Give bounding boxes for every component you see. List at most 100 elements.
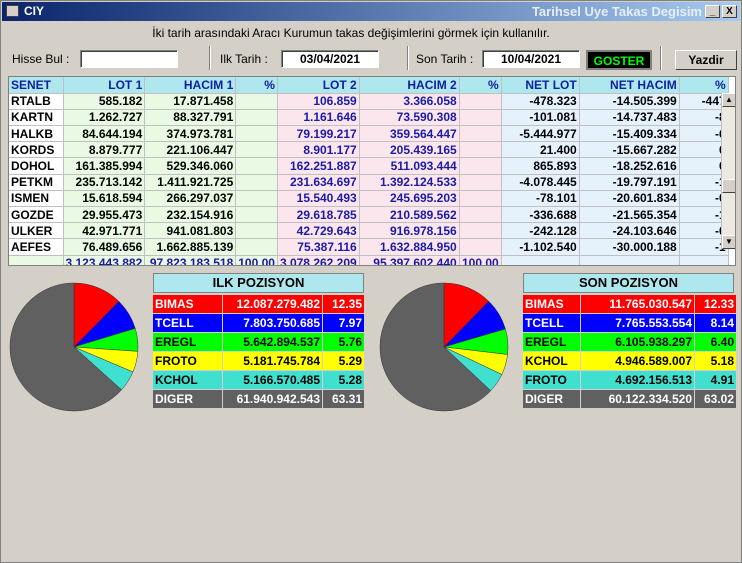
grid-cell: 8.901.177 [277,141,360,159]
legend-pct: 8.14 [694,313,737,333]
legend-code: KCHOL [522,351,581,371]
app-icon [6,5,19,17]
legend-pct: 5.18 [694,351,737,371]
grid-cell: ULKER [9,222,64,240]
grid-cell: 75.387.116 [277,238,360,256]
grid-cell: 245.695.203 [359,190,460,208]
grid-header-cell[interactable]: % [679,77,729,94]
grid-cell: 266.297.037 [144,190,237,208]
table-row[interactable]: AEFES 76.489.656 1.662.885.139 75.387.116 1.… [9,238,729,256]
hisse-search-input[interactable] [80,50,178,68]
son-tarih-field[interactable]: 10/04/2021 [482,50,580,68]
separator [407,46,409,70]
grid-cell: ISMEN [9,190,64,208]
table-row[interactable]: ISMEN 15.618.594 266.297.037 15.540.493 245.… [9,190,729,208]
grid-cell: 529.346.060 [144,157,237,175]
grid-cell: -15.667.282 [579,141,680,159]
grid-cell [459,157,502,175]
grid-header-cell[interactable]: % [235,77,278,94]
grid-cell [459,222,502,240]
grid-cell: -18.252.616 [579,157,680,175]
legend-code: EREGL [152,332,223,352]
grid-cell: 161.385.994 [63,157,146,175]
legend-value: 5.181.745.784 [222,351,323,371]
grid-cell: -0 [679,190,729,208]
ilk-pozisyon-title: ILK POZISYON [153,273,364,293]
table-row[interactable]: GOZDE 29.955.473 232.154.916 29.618.785 210.… [9,206,729,224]
grid-cell: 21.400 [501,141,580,159]
grid-cell: 42.729.643 [277,222,360,240]
grid-cell: 29.955.473 [63,206,146,224]
yazdir-button[interactable]: Yazdir [675,50,737,70]
ilk-tarih-field[interactable]: 03/04/2021 [281,50,379,68]
grid-cell: 15.618.594 [63,190,146,208]
grid-header-row: SENET LOT 1 HACIM 1% LOT 2 HACIM 2% NET LOT NE… [9,77,729,94]
grid-cell [235,157,278,175]
legend-value: 7.765.553.554 [580,313,695,333]
son-pozisyon-table: BIMAS 11.765.030.547 12.33 TCELL 7.765.553.5… [522,294,737,409]
grid-cell: 1.662.885.139 [144,238,237,256]
table-row[interactable]: KARTN 1.262.727 88.327.791 1.161.646 73.590.… [9,109,729,127]
grid-cell: 1.161.646 [277,109,360,127]
scroll-down-icon[interactable]: ▼ [722,235,735,249]
grid-header-cell[interactable]: HACIM 2 [359,77,460,94]
minimize-button[interactable]: _ [705,5,720,18]
grid-cell: -78.101 [501,190,580,208]
total-cell [679,255,729,265]
grid-cell: -24.103.646 [579,222,680,240]
grid-cell: -447 [679,93,729,110]
hisse-label: Hisse Bul : [12,52,70,66]
scroll-thumb[interactable] [722,179,735,193]
grid-cell [235,238,278,256]
grid-cell: -336.688 [501,206,580,224]
close-button[interactable]: X [722,5,737,18]
grid-cell: 585.182 [63,93,146,110]
legend-code: BIMAS [152,294,223,314]
table-row[interactable]: DOHOL 161.385.994 529.346.060 162.251.887 51… [9,157,729,175]
grid-cell: 42.971.771 [63,222,146,240]
takas-grid[interactable]: SENET LOT 1 HACIM 1% LOT 2 HACIM 2% NET LOT NE… [8,76,736,266]
grid-cell: 231.634.697 [277,174,360,191]
grid-cell: -6 [679,125,729,143]
table-row[interactable]: RTALB 585.182 17.871.458 106.859 3.366.058 -4… [9,93,729,110]
grid-header-cell[interactable]: NET LOT [501,77,580,94]
grid-header-cell[interactable]: LOT 1 [63,77,146,94]
son-tarih-label: Son Tarih : [416,52,474,66]
goster-button[interactable]: GOSTER [586,50,652,70]
table-row[interactable]: KORDS 8.879.777 221.106.447 8.901.177 205.43… [9,141,729,159]
grid-header-cell[interactable]: SENET [9,77,64,94]
legend-pct: 5.29 [322,351,365,371]
legend-code: KCHOL [152,370,223,390]
grid-cell: 1.392.124.533 [359,174,460,191]
table-row[interactable]: PETKM 235.713.142 1.411.921.725 231.634.697… [9,174,729,191]
grid-cell: GOZDE [9,206,64,224]
grid-header-cell[interactable]: NET HACIM [579,77,680,94]
legend-code: DIGER [152,389,223,409]
grid-cell: 8.879.777 [63,141,146,159]
grid-cell: 210.589.562 [359,206,460,224]
grid-cell: -20.601.834 [579,190,680,208]
totals-row: 3.123.443.882 97.823.183.518 100,00 3.078.2… [9,255,729,265]
vertical-scrollbar[interactable]: ▲ ▼ [721,93,735,249]
grid-header-cell[interactable]: HACIM 1 [144,77,237,94]
grid-cell [235,174,278,191]
grid-cell: 17.871.458 [144,93,237,110]
legend-pct: 6.40 [694,332,737,352]
table-row[interactable]: ULKER 42.971.771 941.081.803 42.729.643 916.… [9,222,729,240]
total-cell: 100,00 [459,255,502,265]
grid-cell: -30.000.188 [579,238,680,256]
grid-header-cell[interactable]: % [459,77,502,94]
grid-cell [459,174,502,191]
table-row[interactable]: HALKB 84.644.194 374.973.781 79.199.217 359.… [9,125,729,143]
legend-row: KCHOL 5.166.570.485 5.28 [152,370,365,390]
total-cell: 95.397.602.440 [359,255,460,265]
legend-pct: 7.97 [322,313,365,333]
grid-cell: 15.540.493 [277,190,360,208]
ilk-pozisyon-table: BIMAS 12.087.279.482 12.35 TCELL 7.803.750.6… [152,294,365,409]
legend-pct: 5.28 [322,370,365,390]
title-bar[interactable]: CIY Tarihsel Uye Takas Degisim _ X [2,2,740,21]
grid-header-cell[interactable]: LOT 2 [277,77,360,94]
scroll-up-icon[interactable]: ▲ [722,93,735,107]
total-cell [501,255,580,265]
